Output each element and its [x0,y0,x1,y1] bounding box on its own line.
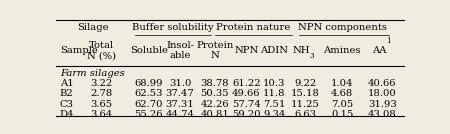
Text: 6.63: 6.63 [295,110,317,119]
Text: 61.22: 61.22 [232,79,261,88]
Text: B2: B2 [60,89,73,98]
Text: 44.74: 44.74 [166,110,194,119]
Text: D4: D4 [60,110,74,119]
Text: 3.64: 3.64 [90,110,112,119]
Text: 43.08: 43.08 [368,110,397,119]
Text: 37.31: 37.31 [166,100,194,109]
Text: Insol-
able: Insol- able [166,41,194,60]
Text: NH: NH [292,46,310,55]
Text: 9.34: 9.34 [263,110,285,119]
Text: 4.68: 4.68 [331,89,353,98]
Text: C3: C3 [60,100,74,109]
Text: 40.81: 40.81 [201,110,230,119]
Text: ADIN: ADIN [260,46,288,55]
Text: 11.25: 11.25 [291,100,320,109]
Text: 59.20: 59.20 [232,110,261,119]
Text: 62.53: 62.53 [135,89,163,98]
Text: 7.51: 7.51 [263,100,285,109]
Text: 50.35: 50.35 [201,89,229,98]
Text: 11.8: 11.8 [263,89,285,98]
Text: Sample: Sample [60,46,98,55]
Text: AA: AA [372,46,386,55]
Text: 3: 3 [310,52,314,60]
Text: Protein nature: Protein nature [216,23,291,32]
Text: Protein
N: Protein N [196,41,234,60]
Text: 49.66: 49.66 [232,89,261,98]
Text: 62.70: 62.70 [135,100,163,109]
Text: Soluble: Soluble [130,46,168,55]
Text: 2.78: 2.78 [90,89,112,98]
Text: 1: 1 [386,37,391,45]
Text: 10.3: 10.3 [263,79,285,88]
Text: 57.74: 57.74 [232,100,261,109]
Text: NPN components: NPN components [298,23,387,32]
Text: A1: A1 [60,79,73,88]
Text: Total
N (%): Total N (%) [87,41,116,60]
Text: 9.22: 9.22 [294,79,317,88]
Text: 3.22: 3.22 [90,79,112,88]
Text: 55.26: 55.26 [135,110,163,119]
Text: 31.0: 31.0 [169,79,191,88]
Text: Silage: Silage [77,23,109,32]
Text: Buffer solubility: Buffer solubility [132,23,214,32]
Text: 38.78: 38.78 [201,79,229,88]
Text: 18.00: 18.00 [368,89,397,98]
Text: 42.26: 42.26 [201,100,229,109]
Text: 31.93: 31.93 [368,100,397,109]
Text: 37.47: 37.47 [166,89,194,98]
Text: 68.99: 68.99 [135,79,163,88]
Text: 40.66: 40.66 [368,79,396,88]
Text: Farm silages: Farm silages [60,69,125,78]
Text: 3.65: 3.65 [90,100,112,109]
Text: Amines: Amines [324,46,361,55]
Text: 1.04: 1.04 [331,79,354,88]
Text: 0.15: 0.15 [331,110,353,119]
Text: 15.18: 15.18 [291,89,320,98]
Text: 7.05: 7.05 [331,100,353,109]
Text: NPN: NPN [234,46,258,55]
